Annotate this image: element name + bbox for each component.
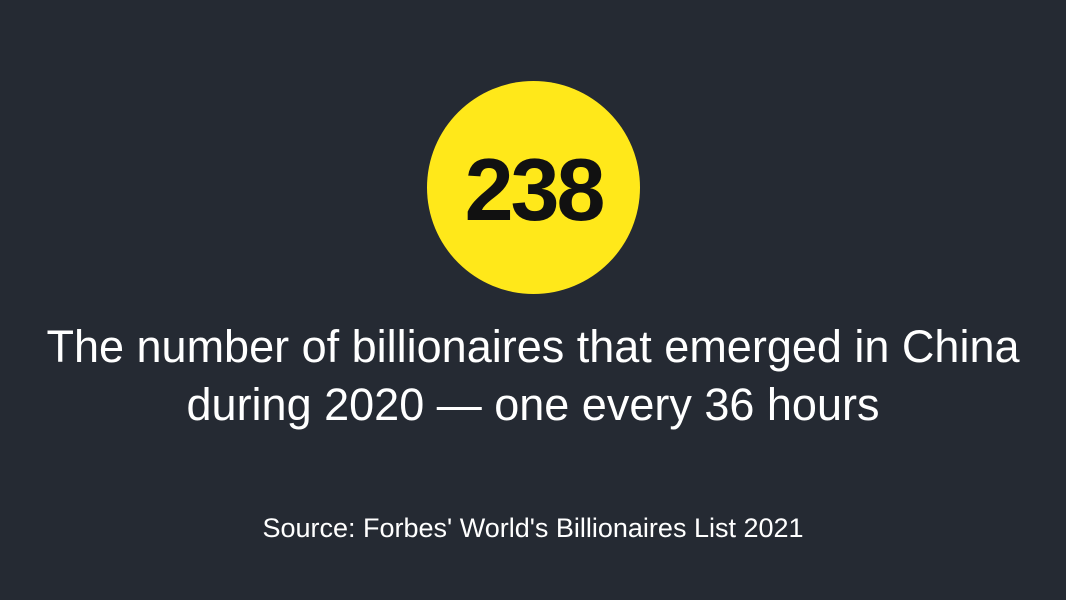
headline-line-1: The number of billionaires that emerged … bbox=[46, 321, 1020, 372]
headline: The number of billionaires that emerged … bbox=[0, 318, 1066, 434]
headline-line-2: during 2020 — one every 36 hours bbox=[186, 379, 880, 430]
stat-value: 238 bbox=[464, 139, 606, 239]
stat-circle: 238 bbox=[427, 81, 640, 294]
source-note: Source: Forbes' World's Billionaires Lis… bbox=[262, 513, 804, 543]
